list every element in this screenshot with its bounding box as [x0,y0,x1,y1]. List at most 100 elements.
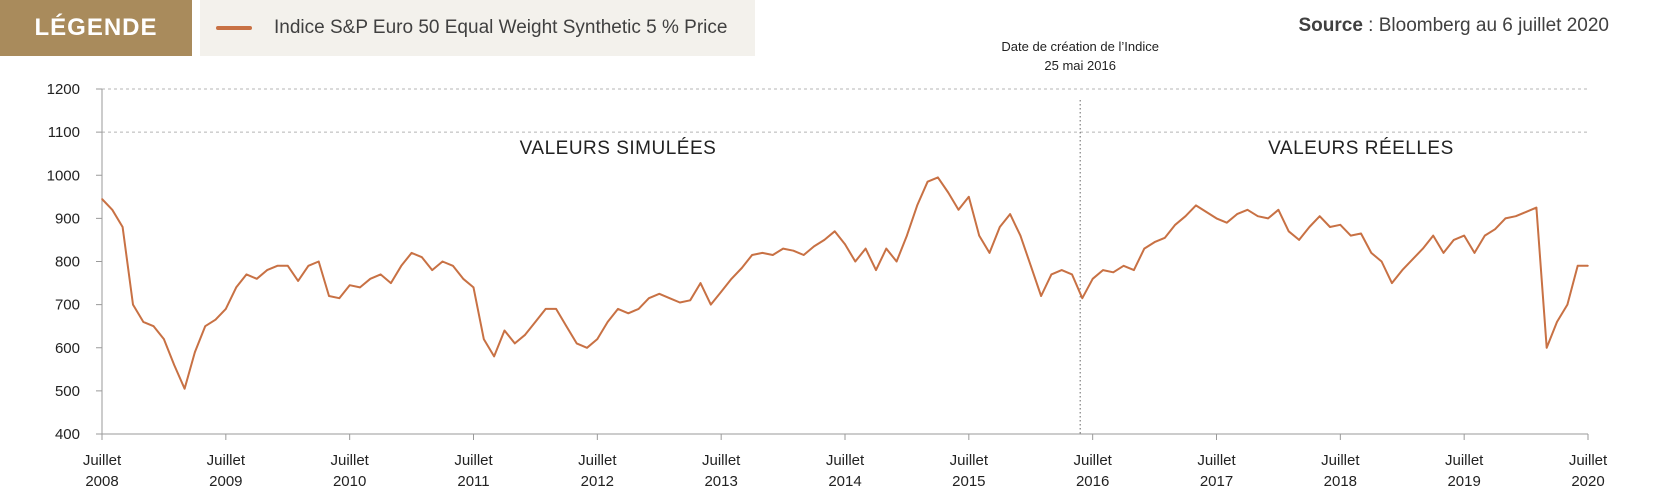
data-point [1050,273,1053,276]
data-point [648,297,650,300]
data-point [142,321,145,323]
data-point [152,325,155,328]
data-point [111,209,114,211]
data-point [1484,234,1486,237]
data-point [1329,226,1331,228]
data-point [410,252,413,254]
x-tick-label-year: 2020 [1571,473,1604,490]
data-point [287,265,289,267]
data-point [1287,230,1290,233]
data-point [1226,221,1228,224]
data-point [348,284,351,287]
x-tick-label-month: Juillet [1197,452,1236,469]
data-point [1009,213,1011,215]
data-point [214,318,217,321]
data-point [1164,237,1166,239]
data-point [1308,226,1311,228]
data-point [885,247,888,250]
data-point [379,273,382,276]
data-point [1030,265,1032,267]
data-point [637,308,640,310]
legend-box: Indice S&P Euro 50 Equal Weight Syntheti… [200,0,755,56]
data-point [741,267,743,269]
series-layer [101,176,1589,390]
x-tick-label-year: 2018 [1324,473,1357,490]
x-tick-label-year: 2014 [828,473,861,490]
data-point [782,247,784,250]
data-point [431,269,434,271]
data-point [833,230,836,233]
data-point [359,286,361,289]
data-point [1587,265,1589,267]
data-point [1071,273,1073,276]
data-point [173,364,175,366]
x-tick-label-year: 2010 [333,473,366,490]
data-point [802,254,805,256]
data-point [1422,247,1424,250]
data-point [400,265,403,267]
data-point [1133,269,1135,271]
data-point [1081,297,1084,300]
x-tick-label-year: 2008 [85,473,118,490]
data-point [854,260,857,263]
x-tick-label-month: Juillet [578,452,617,469]
data-point [483,338,485,340]
data-point [1298,239,1300,241]
y-tick-label: 1100 [48,124,80,141]
data-point [1112,271,1115,274]
y-tick-label: 400 [55,426,80,443]
x-tick-label-month: Juillet [83,452,122,469]
data-point [297,280,299,282]
x-tick-label-year: 2009 [209,473,242,490]
data-point [1195,204,1197,207]
region-label: VALEURS RÉELLES [1268,138,1454,159]
data-point [204,325,206,328]
data-point [1318,215,1321,217]
data-point [472,286,475,289]
data-point [255,278,258,280]
data-point [503,329,506,332]
y-tick-label: 700 [55,297,80,314]
data-point [390,282,392,284]
x-tick-label-month: Juillet [950,452,989,469]
data-point [1040,295,1042,297]
data-point [947,191,949,194]
data-point [761,252,764,254]
data-point [1473,252,1476,254]
y-tick-label: 1000 [47,167,80,184]
data-point [235,286,237,289]
legend-swatch [216,26,252,30]
data-point [1504,217,1507,220]
x-tick-label-month: Juillet [702,452,741,469]
x-tick-label-year: 2012 [581,473,614,490]
data-point [1257,215,1259,217]
data-point [823,239,826,241]
data-point [751,254,753,256]
data-point [1339,224,1342,226]
data-point [338,297,341,300]
data-point [689,299,691,302]
x-tick-label-month: Juillet [1569,452,1608,469]
data-point [1525,211,1527,213]
data-point [225,308,227,310]
source-separator: : [1362,15,1379,36]
data-point [596,338,599,340]
data-point [772,254,774,256]
data-point [1267,217,1269,220]
x-tick-label-year: 2013 [704,473,737,490]
data-point [720,290,722,293]
data-point [864,247,867,250]
y-tick-label: 600 [55,340,80,357]
data-point [1515,215,1517,217]
data-point [1184,215,1187,217]
data-point [606,321,609,323]
data-point [1545,347,1548,349]
data-point [1432,234,1434,237]
data-point [534,321,537,323]
source-note: Source : Bloomberg au 6 juillet 2020 [1298,15,1609,37]
data-point [999,226,1001,228]
data-point [668,297,671,300]
data-point [163,338,165,340]
data-point [1566,303,1569,306]
x-tick-label-month: Juillet [1445,452,1484,469]
